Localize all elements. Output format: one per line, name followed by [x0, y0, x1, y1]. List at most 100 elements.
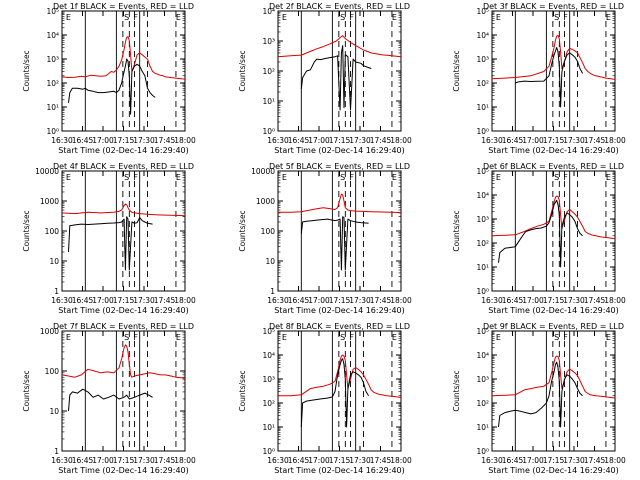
x-tick-label: 17:30: [349, 136, 371, 145]
region-label: E: [496, 173, 501, 182]
x-tick-label: 16:45: [72, 136, 94, 145]
y-axis-label: Counts/sec: [22, 210, 31, 251]
x-tick-label: 18:00: [174, 456, 196, 465]
region-label: E: [392, 333, 397, 342]
region-label: E: [496, 333, 501, 342]
x-tick-label: 17:00: [308, 136, 330, 145]
x-tick-label: 17:45: [584, 456, 606, 465]
region-label: E: [282, 333, 287, 342]
panel-det-5: E S F E11010010001000016:3016:4517:0017:151…: [238, 162, 412, 315]
x-tick-label: 16:30: [267, 456, 289, 465]
x-tick-label: 17:00: [308, 296, 330, 305]
plot-frame: [277, 10, 402, 132]
y-tick-label: 10: [265, 257, 275, 266]
chart-title: Det 9f BLACK = Events, RED = LLD: [483, 322, 624, 331]
region-label: F: [133, 173, 138, 182]
x-tick-label: 17:30: [563, 136, 585, 145]
x-tick-label: 16:30: [481, 136, 503, 145]
x-tick-label: 17:30: [349, 296, 371, 305]
panel-det-2: E S F E10⁰10¹10²10³10⁴16:3016:4517:0017:151…: [238, 2, 412, 155]
chart-title: Det 7f BLACK = Events, RED = LLD: [53, 322, 194, 331]
region-label: E: [606, 173, 611, 182]
x-axis-label: Start Time (02-Dec-14 16:29:40): [58, 146, 189, 155]
y-tick-label: 10000: [251, 167, 275, 176]
x-tick-label: 17:45: [370, 136, 392, 145]
x-tick-label: 17:15: [543, 136, 565, 145]
x-tick-label: 16:30: [51, 456, 73, 465]
x-tick-label: 17:15: [329, 296, 351, 305]
region-label: E: [496, 13, 501, 22]
x-tick-label: 17:45: [370, 456, 392, 465]
region-label: E: [66, 173, 71, 182]
region-label: S: [340, 173, 345, 182]
y-tick-label: 10⁵: [476, 327, 489, 336]
y-axis-label: Counts/sec: [22, 370, 31, 411]
y-axis-label: Counts/sec: [22, 50, 31, 91]
plot-frame: [491, 10, 616, 132]
y-tick-label: 10¹: [476, 423, 489, 432]
y-tick-label: 100: [261, 227, 276, 236]
region-label: S: [124, 13, 129, 22]
chart-title: Det 6f BLACK = Events, RED = LLD: [483, 162, 624, 171]
x-tick-label: 16:45: [288, 296, 310, 305]
y-tick-label: 10⁵: [476, 167, 489, 176]
region-label: E: [176, 333, 181, 342]
region-label: E: [66, 13, 71, 22]
region-label: S: [340, 13, 345, 22]
y-tick-label: 10²: [262, 67, 275, 76]
x-tick-label: 18:00: [604, 456, 626, 465]
region-label: F: [349, 13, 354, 22]
chart-title: Det 3f BLACK = Events, RED = LLD: [483, 2, 624, 11]
panel-det-3: E S F E10⁰10¹10²10³10⁴10⁵16:3016:4517:0017:…: [452, 2, 626, 155]
y-tick-label: 10³: [476, 375, 489, 384]
lld-series-line: [491, 195, 616, 240]
y-axis-label: Counts/sec: [452, 370, 461, 411]
region-label: F: [349, 173, 354, 182]
x-tick-label: 16:45: [72, 296, 94, 305]
chart-title: Det 2f BLACK = Events, RED = LLD: [269, 2, 410, 11]
y-tick-label: 10²: [476, 79, 489, 88]
y-tick-label: 10⁴: [476, 31, 489, 40]
y-tick-label: 10⁰: [476, 287, 489, 296]
region-label: E: [392, 13, 397, 22]
events-series-line: [300, 358, 370, 428]
y-tick-label: 10²: [262, 399, 275, 408]
events-series-line: [300, 45, 372, 111]
x-tick-label: 17:15: [113, 296, 135, 305]
chart-title: Det 5f BLACK = Events, RED = LLD: [269, 162, 410, 171]
x-tick-label: 17:30: [563, 296, 585, 305]
x-axis-label: Start Time (02-Dec-14 16:29:40): [274, 306, 405, 315]
x-axis-label: Start Time (02-Dec-14 16:29:40): [488, 466, 619, 475]
x-tick-label: 17:15: [543, 456, 565, 465]
x-tick-label: 17:30: [133, 296, 155, 305]
y-tick-label: 100: [45, 367, 60, 376]
panel-det-7: E S F E110100100016:3016:4517:0017:1517:301…: [22, 322, 196, 475]
x-tick-label: 18:00: [174, 296, 196, 305]
x-axis-label: Start Time (02-Dec-14 16:29:40): [58, 306, 189, 315]
y-tick-label: 10⁴: [476, 191, 489, 200]
y-tick-label: 10¹: [476, 263, 489, 272]
y-tick-label: 1000: [256, 197, 275, 206]
chart-title: Det 4f BLACK = Events, RED = LLD: [53, 162, 194, 171]
x-tick-label: 17:30: [349, 456, 371, 465]
y-tick-label: 10⁰: [46, 127, 59, 136]
y-tick-label: 10: [49, 407, 59, 416]
panel-det-1: E S F E10⁰10¹10²10³10⁴10⁵16:3016:4517:0017:…: [22, 2, 196, 155]
lld-series-line: [491, 35, 616, 80]
y-tick-label: 10¹: [46, 103, 59, 112]
panel-det-8: E S F E10⁰10¹10²10³10⁴10⁵16:3016:4517:0017:…: [238, 322, 412, 475]
lld-series-line: [277, 35, 402, 58]
x-tick-label: 17:15: [543, 296, 565, 305]
region-label: E: [176, 173, 181, 182]
x-axis-label: Start Time (02-Dec-14 16:29:40): [274, 146, 405, 155]
region-label: E: [66, 333, 71, 342]
plot-frame: [277, 170, 402, 292]
region-label: E: [606, 13, 611, 22]
events-series-line: [68, 58, 156, 115]
x-tick-label: 17:45: [154, 136, 176, 145]
y-tick-label: 10⁴: [476, 351, 489, 360]
x-tick-label: 16:30: [267, 296, 289, 305]
region-label: S: [554, 13, 559, 22]
y-tick-label: 10³: [262, 37, 275, 46]
